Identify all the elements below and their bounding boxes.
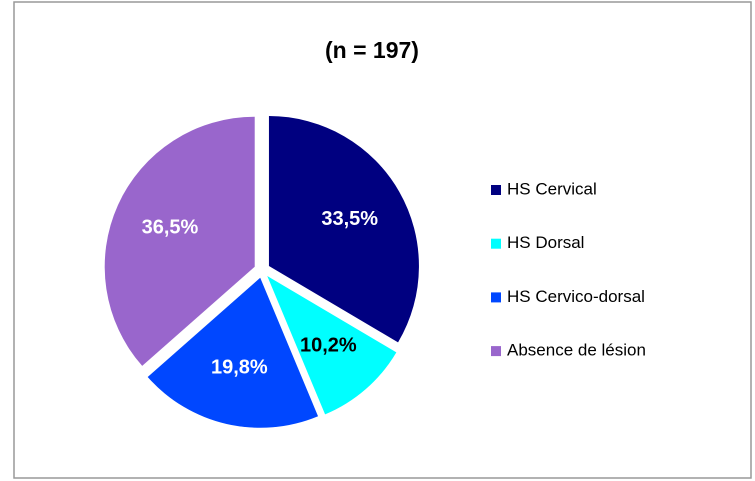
legend-label: Absence de lésion	[507, 341, 646, 360]
data-label: 19,8%	[211, 357, 268, 379]
legend-swatch	[491, 185, 501, 195]
pie-slice	[267, 276, 397, 415]
legend-label: HS Cervical	[507, 179, 597, 198]
legend-swatch	[491, 292, 501, 303]
data-label: 10,2%	[300, 334, 357, 356]
legend-swatch	[491, 346, 501, 357]
chart-title: (n = 197)	[325, 37, 419, 63]
legend-swatch	[491, 238, 501, 249]
legend-label: HS Dorsal	[507, 233, 584, 252]
pie-slice	[268, 116, 419, 343]
pie-slice	[104, 116, 255, 366]
data-label: 36,5%	[142, 217, 199, 239]
legend-label: HS Cervico-dorsal	[507, 287, 645, 306]
pie-slice	[147, 277, 319, 428]
data-label: 33,5%	[321, 208, 378, 230]
